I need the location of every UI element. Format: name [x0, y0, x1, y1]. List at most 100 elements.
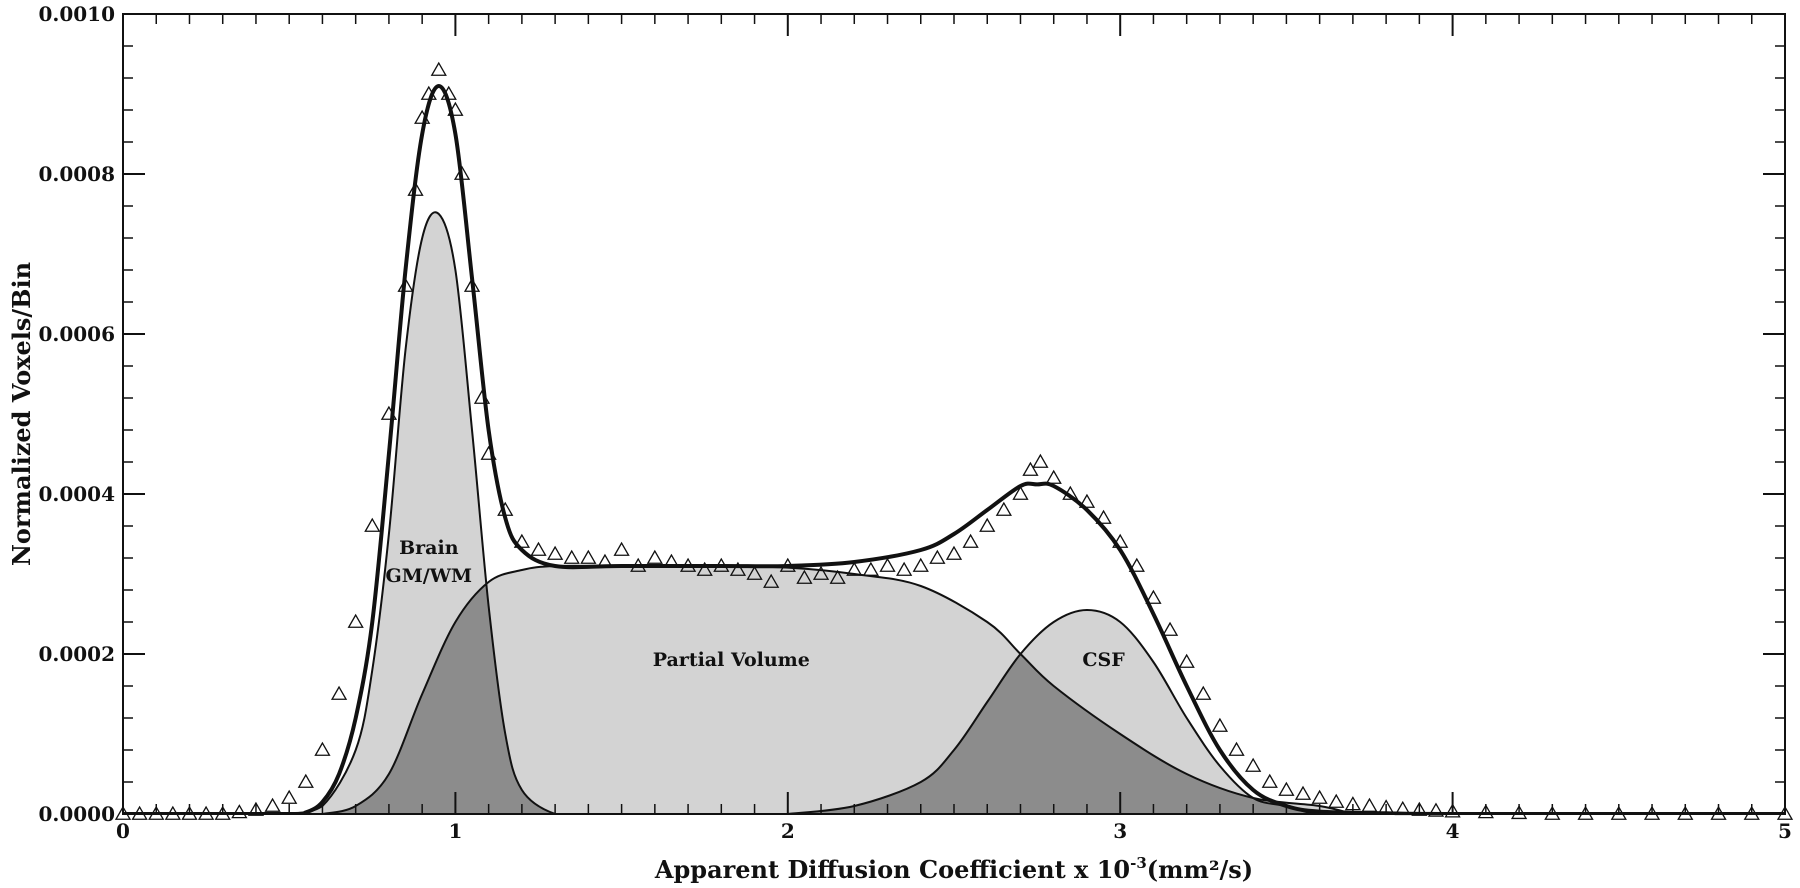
- data-point-marker: [430, 61, 447, 76]
- y-tick-label: 0.0010: [38, 2, 115, 26]
- brain-label: Brain: [399, 537, 459, 559]
- data-point-marker: [646, 549, 663, 564]
- csf-label: CSF: [1082, 649, 1125, 671]
- data-point-marker: [1128, 557, 1145, 572]
- data-point-marker: [746, 565, 763, 580]
- data-point-marker: [1477, 804, 1494, 819]
- x-tick-label: 0: [116, 819, 130, 843]
- data-point-marker: [829, 569, 846, 584]
- data-point-marker: [1245, 757, 1262, 772]
- data-point-marker: [945, 545, 963, 560]
- data-point-marker: [1161, 621, 1179, 636]
- y-axis-title: Normalized Voxels/Bin: [7, 262, 36, 566]
- y-tick-label: 0.0008: [38, 162, 115, 186]
- data-point-marker: [1022, 461, 1039, 476]
- y-tick-label: 0.0000: [38, 802, 115, 826]
- data-point-marker: [513, 533, 531, 548]
- data-point-marker: [1278, 781, 1295, 796]
- data-point-marker: [796, 569, 813, 584]
- data-point-marker: [264, 797, 281, 812]
- data-point-marker: [779, 557, 796, 572]
- data-point-marker: [1294, 785, 1312, 800]
- y-tick-label: 0.0002: [38, 642, 115, 666]
- data-point-marker: [580, 549, 597, 564]
- data-point-marker: [1195, 685, 1212, 700]
- data-point-marker: [380, 405, 398, 420]
- axis-ticks: 0 1 2 3 4 5 0.0000 0.0002 0.0004 0.0006 0.0008 0.00…: [38, 2, 1792, 843]
- data-point-marker: [297, 773, 314, 788]
- data-point-marker: [979, 517, 996, 532]
- data-point-marker: [546, 545, 564, 560]
- data-point-marker: [1211, 717, 1229, 732]
- data-point-marker: [247, 801, 265, 816]
- data-point-marker: [414, 109, 431, 124]
- data-point-marker: [1328, 793, 1345, 808]
- data-point-marker: [1112, 533, 1129, 548]
- data-point-marker: [1045, 469, 1062, 484]
- data-point-marker: [596, 553, 614, 568]
- data-point-marker: [995, 501, 1012, 516]
- data-point-marker: [663, 553, 680, 568]
- data-point-marker: [1261, 773, 1278, 788]
- data-point-marker: [530, 541, 547, 556]
- data-point-marker: [1361, 797, 1378, 812]
- data-point-marker: [1178, 653, 1195, 668]
- data-point-marker: [879, 557, 896, 572]
- gm-wm-label: GM/WM: [386, 565, 473, 587]
- data-point-marker: [929, 549, 946, 564]
- data-point-marker: [729, 561, 747, 576]
- data-point-marker: [1311, 789, 1328, 804]
- x-axis-title: Apparent Diffusion Coefficient x 10-3(mm…: [654, 854, 1253, 884]
- x-axis-title-main: Apparent Diffusion Coefficient x 10: [654, 855, 1130, 884]
- data-point-marker: [1095, 509, 1112, 524]
- brain-component-outline: [288, 211, 589, 814]
- data-point-marker: [812, 565, 830, 580]
- x-tick-label: 2: [781, 819, 795, 843]
- data-point-marker: [330, 685, 348, 700]
- data-point-marker: [1032, 453, 1049, 468]
- x-axis-title-unit: (mm²/s): [1147, 855, 1253, 884]
- x-tick-label: 3: [1113, 819, 1127, 843]
- data-point-marker: [613, 541, 630, 556]
- region-annotations: Brain GM/WM Partial Volume CSF: [386, 537, 1126, 671]
- data-point-marker: [440, 85, 457, 100]
- data-point-marker: [281, 789, 298, 804]
- x-tick-label: 1: [448, 819, 462, 843]
- y-tick-label: 0.0004: [38, 482, 115, 506]
- csf-component-outline: [787, 608, 1387, 814]
- data-point-marker: [314, 741, 331, 756]
- brain-component-area: [289, 212, 589, 814]
- data-point-marker: [1145, 589, 1162, 604]
- data-point-marker: [1228, 741, 1245, 756]
- data-point-marker: [1427, 802, 1445, 817]
- data-point-marker: [463, 277, 481, 292]
- data-point-marker: [912, 557, 929, 572]
- x-tick-label: 4: [1446, 819, 1460, 843]
- data-point-marker: [896, 561, 913, 576]
- data-point-marker: [497, 501, 514, 516]
- data-point-marker: [364, 517, 381, 532]
- x-tick-label: 5: [1778, 819, 1792, 843]
- data-point-marker: [1411, 801, 1428, 816]
- data-point-marker: [846, 561, 863, 576]
- data-point-marker: [1062, 485, 1079, 500]
- y-tick-label: 0.0006: [38, 322, 115, 346]
- x-axis-title-exponent: -3: [1130, 854, 1147, 872]
- data-point-marker: [962, 533, 979, 548]
- data-point-marker: [447, 101, 464, 116]
- data-point-marker: [1078, 493, 1096, 508]
- data-point-marker: [473, 389, 491, 404]
- data-point-marker: [763, 573, 780, 588]
- data-point-marker: [480, 445, 497, 460]
- data-point-marker: [1444, 803, 1461, 818]
- data-point-marker: [231, 804, 248, 819]
- data-point-marker: [453, 165, 471, 180]
- data-point-marker: [679, 557, 697, 572]
- partial-volume-label: Partial Volume: [653, 649, 810, 671]
- data-point-marker: [1012, 485, 1029, 500]
- data-point-marker: [696, 561, 713, 576]
- data-point-marker: [407, 181, 424, 196]
- data-point-marker: [347, 613, 364, 628]
